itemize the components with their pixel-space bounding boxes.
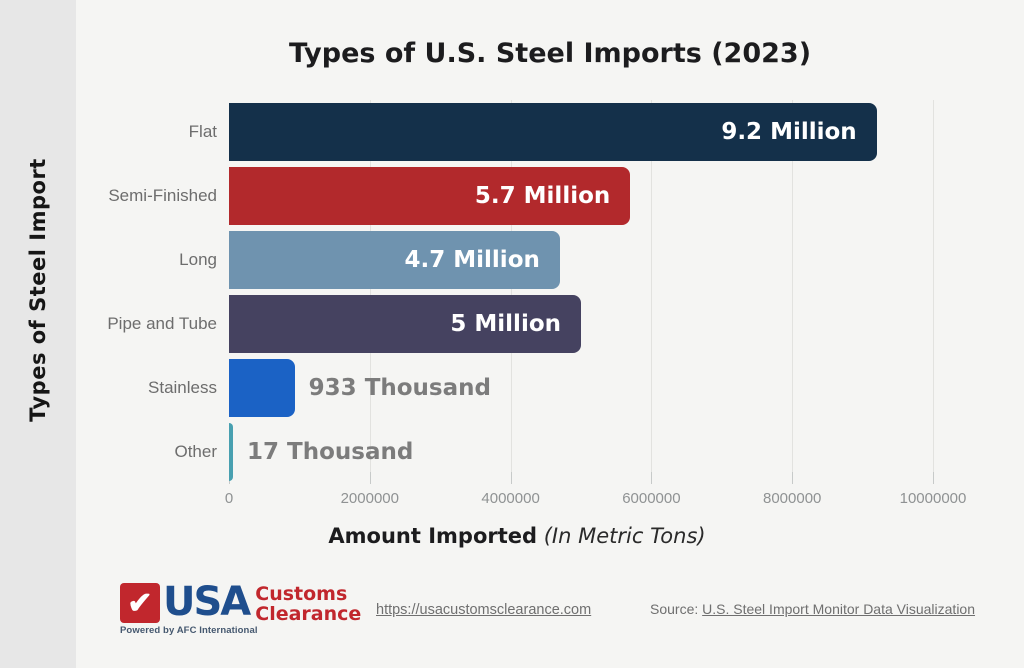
logo-usa-text: USA <box>163 579 251 625</box>
category-label: Flat <box>188 122 217 141</box>
gridline <box>369 100 371 484</box>
bar-pipe-and-tube: 5 Million <box>229 295 581 353</box>
source-prefix: Source: <box>650 601 703 617</box>
category-labels: Flat Semi-Finished Long Pipe and Tube Stainl… <box>76 100 217 484</box>
x-axis-tick <box>933 472 934 484</box>
gridline <box>651 100 653 484</box>
x-axis-title-bold: Amount Imported <box>328 524 538 548</box>
value-label: 933 Thousand <box>308 375 491 401</box>
chart-title: Types of U.S. Steel Imports (2023) <box>288 38 812 69</box>
source-attribution: Source: U.S. Steel Import Monitor Data V… <box>650 601 975 617</box>
value-label: 5.7 Million <box>474 183 611 209</box>
bar-flat: 9.2 Million <box>229 103 877 161</box>
x-axis-tick-label: 8000000 <box>762 490 822 507</box>
logo-clearance-line: Clearance <box>255 603 362 625</box>
x-axis-tick <box>510 472 512 484</box>
checkmark-icon: ✔ <box>120 583 160 623</box>
category-label: Semi-Finished <box>108 186 217 205</box>
usa-customs-clearance-logo: ✔ USA Customs Clearance Powered by AFC I… <box>120 579 361 636</box>
bar-semi-finished: 5.7 Million <box>229 167 631 225</box>
x-axis-title: Amount Imported (In Metric Tons) <box>76 524 958 548</box>
plot-area: 0 2000000 4000000 6000000 8000000 10000000 9.2… <box>225 100 966 507</box>
logo-customs-clearance-text: Customs Clearance <box>255 583 361 624</box>
x-axis-tick-label: 6000000 <box>622 490 681 507</box>
source-link[interactable]: U.S. Steel Import Monitor Data Visualiza… <box>702 601 976 617</box>
y-axis-title: Types of Steel Import <box>26 158 50 422</box>
category-label: Stainless <box>148 378 217 397</box>
x-axis-tick-label: 10000000 <box>899 490 967 507</box>
x-axis-tick-label: 4000000 <box>481 490 540 507</box>
x-axis-tick <box>369 472 371 484</box>
gridline <box>792 100 794 484</box>
x-axis-tick <box>792 472 794 484</box>
value-label: 4.7 Million <box>404 247 540 273</box>
category-label: Pipe and Tube <box>107 314 217 333</box>
gridline <box>510 100 512 484</box>
value-label: 17 Thousand <box>247 439 414 465</box>
bar-stainless <box>229 359 295 417</box>
left-sidebar: Types of Steel Import <box>0 0 76 668</box>
bar-long: 4.7 Million <box>229 231 560 289</box>
x-axis-title-italic: (In Metric Tons) <box>543 524 706 548</box>
x-axis-tick-label: 2000000 <box>340 490 399 507</box>
x-axis-tick <box>651 472 653 484</box>
website-link[interactable]: https://usacustomsclearance.com <box>376 602 592 618</box>
logo-powered-by: Powered by AFC International <box>120 625 258 636</box>
x-axis-tick-label: 0 <box>224 490 234 507</box>
bar-other <box>229 423 233 481</box>
gridline <box>933 100 934 484</box>
category-label: Other <box>174 442 217 461</box>
value-label: 5 Million <box>450 311 561 337</box>
value-label: 9.2 Million <box>721 119 857 145</box>
category-label: Long <box>179 250 217 269</box>
logo-customs-line: Customs <box>255 583 348 605</box>
